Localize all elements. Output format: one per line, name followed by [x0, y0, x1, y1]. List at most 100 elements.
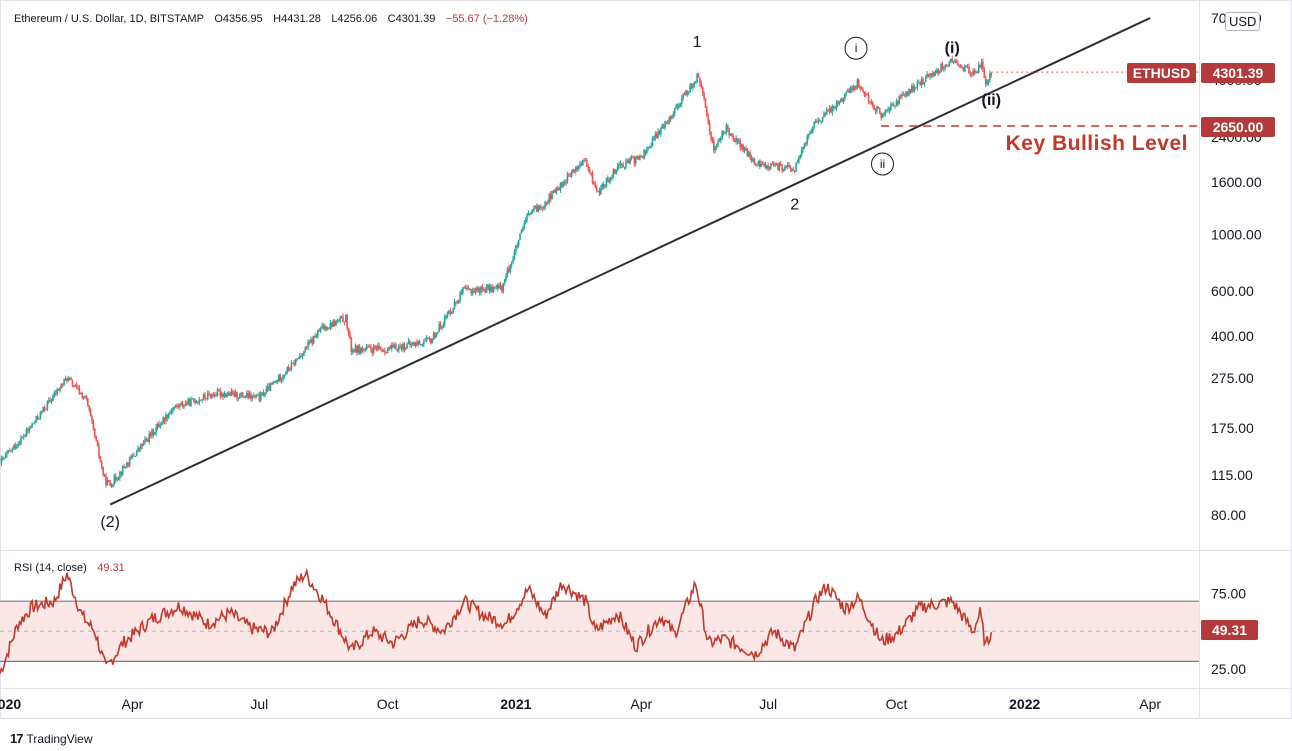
candle [717, 138, 719, 148]
candle-body [793, 170, 796, 172]
candle [959, 63, 962, 69]
candle [629, 156, 631, 165]
candle-body [250, 393, 252, 399]
candle [680, 95, 683, 108]
candle-body [155, 427, 157, 433]
time-tick-label: Jul [759, 696, 777, 712]
candle-body [229, 393, 231, 396]
candle [759, 159, 761, 170]
candle [605, 177, 608, 188]
candle [632, 155, 634, 159]
candle [891, 102, 894, 106]
candle-body [586, 160, 588, 167]
candle [626, 158, 629, 164]
candle-body [607, 177, 609, 183]
candle [273, 380, 276, 383]
candle-body [717, 141, 719, 146]
candle [901, 91, 903, 100]
candle-body [456, 301, 459, 303]
candle-body [930, 73, 933, 76]
candle [777, 162, 779, 171]
candle [574, 166, 577, 175]
candle [301, 353, 304, 360]
candle-body [542, 207, 545, 209]
candle [806, 133, 809, 146]
candle [660, 127, 662, 138]
candle [293, 360, 295, 367]
candle [199, 399, 202, 401]
candle-body [689, 83, 691, 93]
candle-body [386, 350, 389, 354]
candle-body [540, 207, 542, 209]
candle-body [251, 395, 254, 399]
candle [396, 348, 399, 353]
candle [452, 307, 454, 315]
candle-body [67, 377, 70, 381]
candle [11, 447, 14, 453]
candle [91, 414, 93, 425]
candle-body [360, 347, 362, 354]
candle [530, 210, 532, 215]
candle [874, 108, 877, 115]
candle-body [860, 88, 863, 90]
candle [159, 422, 162, 429]
candle-body [423, 341, 425, 345]
candle [810, 128, 813, 134]
candle [29, 425, 32, 430]
candle [294, 358, 297, 366]
currency-button[interactable]: USD [1225, 12, 1261, 31]
candle-body [294, 359, 297, 366]
candle-body [304, 346, 307, 352]
candle-body [233, 392, 236, 397]
candle [257, 392, 259, 396]
tradingview-logo[interactable]: 17 TradingView [10, 731, 93, 746]
candle [156, 422, 159, 431]
candle [708, 120, 711, 135]
candle-body [774, 163, 776, 166]
candle-body [915, 87, 917, 89]
candle-body [837, 102, 839, 104]
candle [455, 301, 457, 307]
candle-body [510, 262, 513, 266]
candle-body [768, 166, 771, 169]
candle-body [602, 184, 605, 188]
candle [970, 72, 973, 78]
candle [438, 321, 440, 333]
candle-body [707, 116, 710, 124]
candle-body [186, 403, 188, 405]
candle-body [102, 466, 104, 475]
candle [466, 284, 468, 292]
candle-body [298, 356, 301, 359]
candle [487, 283, 489, 290]
candle [241, 392, 244, 398]
candle [503, 278, 506, 286]
candle [379, 346, 382, 351]
candle-body [331, 322, 333, 327]
candle-body [195, 402, 198, 404]
candle-body [864, 94, 867, 96]
candle-body [559, 183, 562, 191]
candle-body [204, 394, 206, 399]
candle-body [240, 392, 242, 395]
candle [443, 314, 446, 328]
rsi-tick-label: 75.00 [1211, 586, 1246, 602]
candle [28, 425, 31, 434]
candle-body [56, 389, 58, 394]
candle-body [43, 406, 46, 410]
candle-body [46, 401, 49, 410]
candle [839, 98, 842, 103]
candle [96, 440, 99, 447]
candle-body [541, 207, 544, 209]
candle [385, 351, 387, 354]
candle [236, 391, 238, 402]
candle-body [174, 405, 177, 408]
candle [781, 164, 783, 174]
candle-body [191, 398, 194, 400]
candle [692, 83, 694, 91]
candle-body [114, 475, 117, 481]
candle-body [192, 398, 195, 401]
candle [650, 142, 652, 149]
candle [457, 299, 460, 304]
candle-body [547, 202, 549, 204]
